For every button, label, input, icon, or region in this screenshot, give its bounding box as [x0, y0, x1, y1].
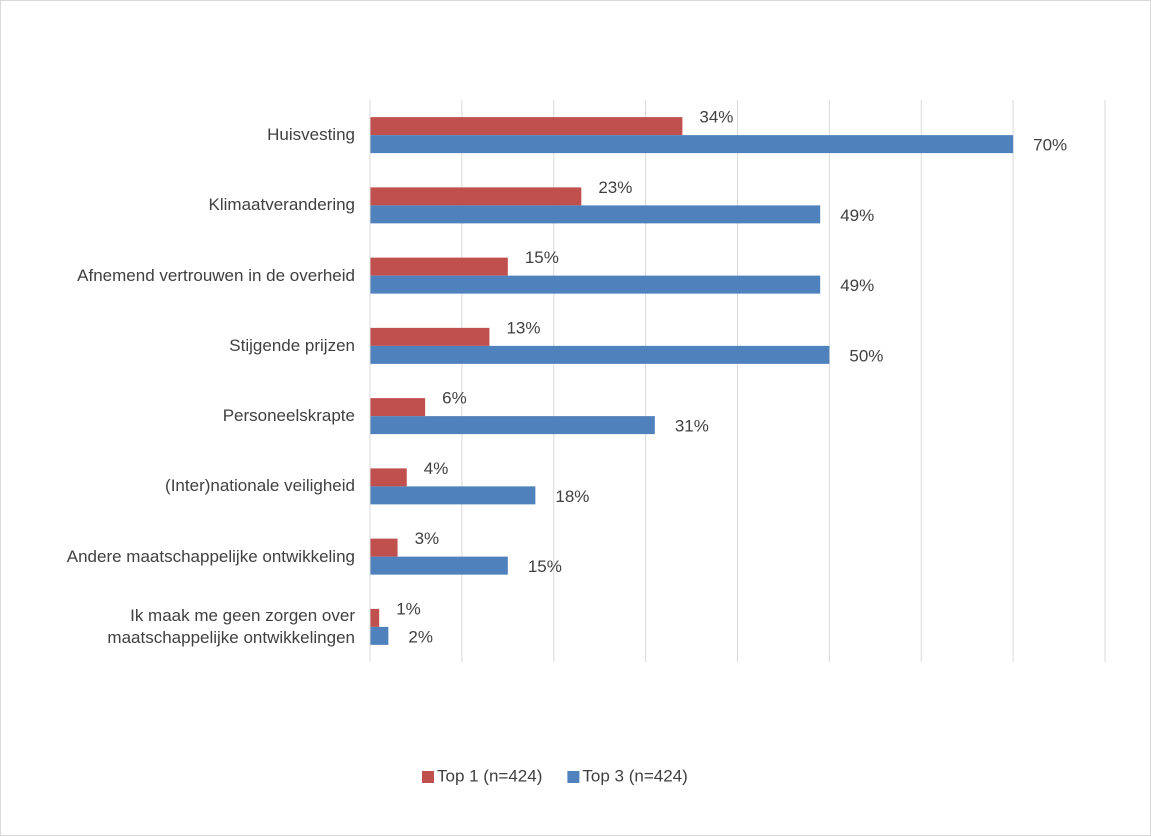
y-tick-label: Klimaatverandering [208, 195, 355, 215]
data-label: 6% [442, 389, 467, 408]
data-label: 15% [528, 557, 562, 576]
bar [370, 135, 1014, 154]
legend-swatch [567, 771, 580, 783]
data-label: 2% [408, 627, 433, 646]
y-tick-label: Ik maak me geen zorgen over maatschappel… [107, 605, 355, 647]
y-tick-label: Andere maatschappelijke ontwikkeling [66, 546, 355, 566]
y-tick-label: Stijgende prijzen [229, 335, 355, 355]
data-label: 15% [525, 248, 559, 267]
legend-label: Top 3 (n=424) [582, 766, 687, 785]
y-tick-label: Afnemend vertrouwen in de overheid [77, 265, 355, 285]
bar [370, 538, 398, 557]
data-label: 34% [699, 108, 733, 127]
bar [370, 468, 407, 487]
bar [370, 117, 683, 136]
bar [370, 608, 380, 627]
bar [370, 486, 536, 505]
data-label: 31% [675, 417, 709, 436]
bar [370, 626, 389, 645]
bar [370, 327, 490, 346]
y-tick-label: Personeelskrapte [222, 406, 355, 426]
data-label: 18% [555, 487, 589, 506]
bar [370, 275, 821, 294]
data-label: 23% [598, 178, 632, 197]
bar [370, 187, 582, 206]
bar [370, 416, 655, 435]
data-label: 3% [415, 529, 440, 548]
data-label: 4% [424, 459, 449, 478]
legend-swatch [422, 771, 434, 783]
bar [370, 556, 508, 575]
legend-label: Top 1 (n=424) [437, 766, 542, 785]
bar [370, 345, 830, 364]
y-tick-label: Huisvesting [267, 125, 355, 145]
bar [370, 205, 821, 224]
data-label: 1% [396, 599, 421, 618]
data-label: 49% [840, 276, 874, 295]
data-label: 13% [506, 318, 540, 337]
bar [370, 398, 426, 417]
bar [370, 257, 508, 276]
data-label: 50% [849, 346, 883, 365]
data-label: 70% [1033, 136, 1067, 155]
data-label: 49% [840, 206, 874, 225]
y-tick-label: (Inter)nationale veiligheid [165, 476, 355, 496]
